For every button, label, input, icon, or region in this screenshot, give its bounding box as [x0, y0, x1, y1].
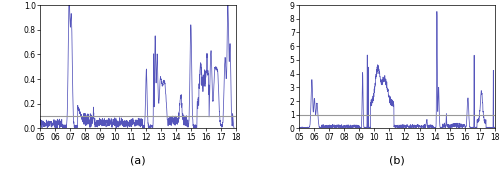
- X-axis label: (a): (a): [130, 156, 146, 166]
- X-axis label: (b): (b): [389, 156, 405, 166]
